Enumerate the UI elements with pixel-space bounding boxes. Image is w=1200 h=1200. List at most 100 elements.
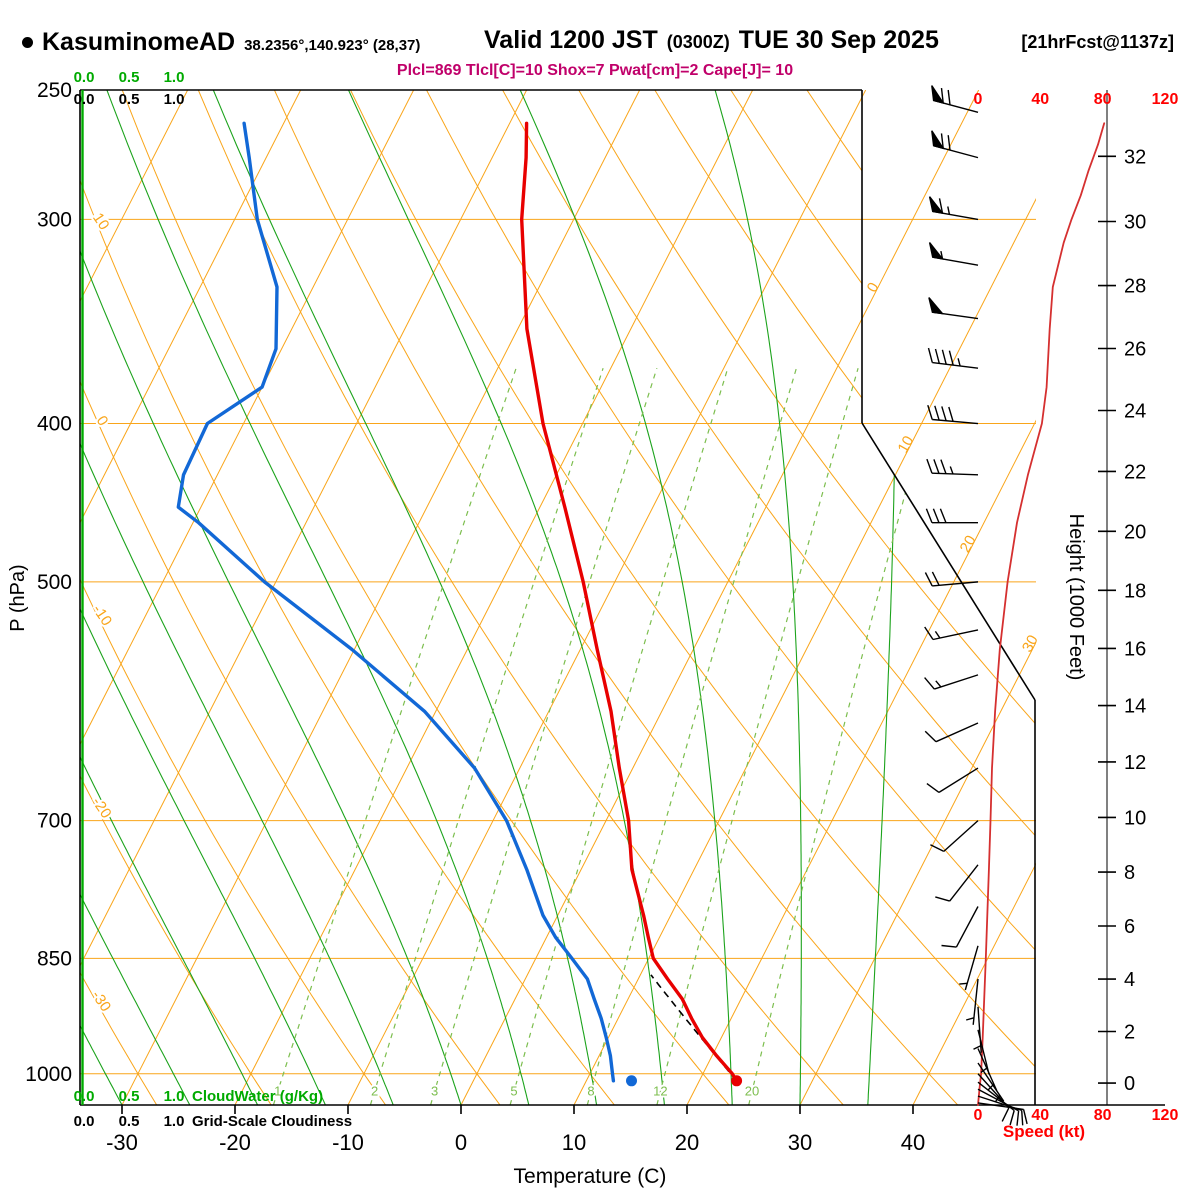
wind-barb-full	[947, 89, 951, 105]
speed-tick-label: 80	[1094, 91, 1112, 108]
height-tick-label: 20	[1124, 521, 1146, 543]
height-tick-label: 18	[1124, 580, 1146, 602]
wind-barb-staff	[955, 906, 979, 948]
cloudwater-scale-top: 1.0	[164, 69, 185, 86]
speed-tick-label: 0	[974, 91, 983, 108]
pressure-tick-label: 400	[37, 413, 72, 436]
temperature-tick-label: 40	[901, 1130, 925, 1155]
height-tick-label: 2	[1124, 1022, 1135, 1044]
forecast-lead-tag: [21hrFcst@1137z]	[1021, 32, 1174, 52]
wind-barb-full	[940, 459, 947, 474]
wind-barb-half	[959, 982, 968, 985]
wind-barb-full	[924, 730, 937, 743]
height-tick-label: 30	[1124, 212, 1146, 234]
wind-barb-staff	[977, 1062, 1005, 1102]
wind-barb-full	[934, 348, 940, 364]
isotherm-label: 20	[957, 533, 980, 556]
wind-barb-half	[973, 1045, 982, 1050]
wind-barb-full	[948, 406, 954, 422]
wind-barb-staff	[964, 945, 979, 991]
pressure-tick-label: 1000	[25, 1063, 72, 1086]
wind-barb-full	[926, 783, 940, 793]
wind-barb-staff	[977, 1102, 1024, 1111]
cloudiness-scale-top: 1.0	[164, 91, 185, 108]
wind-barb-full	[1022, 1109, 1028, 1125]
wind-barb-half	[957, 358, 961, 367]
wind-barb-full	[924, 626, 934, 640]
height-tick-label: 6	[1124, 916, 1135, 938]
height-tick-label: 22	[1124, 461, 1146, 483]
height-tick-label: 26	[1124, 339, 1146, 361]
wind-barb-full	[930, 844, 945, 853]
wind-barb-pennant	[931, 85, 945, 105]
temperature-tick-label: -10	[332, 1130, 364, 1155]
temperature-tick-label: -20	[219, 1130, 251, 1155]
pressure-tick-label: 850	[37, 947, 72, 970]
pressure-tick-label: 700	[37, 810, 72, 833]
temperature-tick-label: -30	[106, 1130, 138, 1155]
pressure-axis-title: P (hPa)	[7, 564, 29, 631]
cloudiness-scale-top: 0.0	[74, 91, 95, 108]
cloudiness-scale-bottom: 0.5	[119, 1113, 140, 1130]
wind-barb-staff	[932, 581, 979, 587]
speed-axis-title: Speed (kt)	[1003, 1122, 1085, 1141]
isotherm-label: 30	[1019, 632, 1042, 655]
wind-barb-full	[1021, 1110, 1024, 1126]
mixing-ratio-label: 20	[745, 1083, 759, 1098]
wind-barb-pennant	[928, 297, 945, 315]
speed-tick-label: 0	[974, 1107, 983, 1124]
wind-barb-full	[939, 508, 947, 523]
wind-barb-half	[934, 631, 941, 639]
wind-barb-full	[933, 459, 940, 474]
dry-adiabat-label: 0	[93, 413, 112, 429]
isotherms	[80, 90, 1036, 1105]
station-header: KasuminomeAD 38.2356°,140.923° (28,37)	[22, 28, 420, 57]
stability-indices: Plcl=869 Tlcl[C]=10 Shox=7 Pwat[cm]=2 Ca…	[396, 62, 794, 79]
valid-time-header: Valid 1200 JST (0300Z) TUE 30 Sep 2025	[484, 26, 939, 55]
wind-barb-full	[1016, 1110, 1020, 1126]
surface-temperature-dot	[731, 1075, 743, 1087]
temperature-axis-title: Temperature (C)	[514, 1165, 667, 1188]
valid-date: TUE 30 Sep 2025	[738, 26, 939, 54]
height-tick-label: 0	[1124, 1073, 1135, 1095]
mixing-ratio-label: 5	[510, 1083, 517, 1098]
wind-barbs	[924, 85, 1028, 1126]
temperature-tick-label: 30	[788, 1130, 812, 1155]
wind-barb-pennant	[928, 196, 945, 215]
plot-frame	[79, 89, 1165, 1106]
station-dot-icon	[22, 37, 33, 48]
dry-adiabat-label: -20	[88, 794, 114, 821]
temperature-curve	[520, 121, 739, 1083]
cloudwater-scale-label: CloudWater (g/Kg)	[192, 1088, 323, 1105]
mixing-ratio-label: 3	[431, 1083, 438, 1098]
wind-barb-full	[940, 88, 944, 104]
mixing-ratio-label: 12	[653, 1083, 667, 1098]
wind-barb-pennant	[928, 242, 945, 260]
height-tick-label: 14	[1124, 696, 1146, 718]
wind-barb-full	[931, 571, 940, 586]
wind-barb-staff	[934, 674, 979, 690]
wind-barb-full	[924, 572, 933, 587]
temperature-tick-label: 0	[455, 1130, 467, 1155]
height-tick-label: 32	[1124, 146, 1146, 168]
speed-tick-label: 40	[1031, 91, 1049, 108]
wind-barb-full	[947, 135, 951, 151]
isotherm-label: 0	[864, 280, 883, 296]
wind-barb-full	[1001, 1107, 1010, 1122]
cloudiness-scale-bottom: 0.0	[74, 1113, 95, 1130]
cloudwater-scale-top: 0.5	[119, 69, 140, 86]
temperature-tick-label: 20	[675, 1130, 699, 1155]
wind-barb-full	[927, 347, 933, 363]
wind-barb-staff	[932, 361, 979, 369]
wind-barb-staff	[977, 1006, 982, 1053]
isobar-lines	[80, 218, 1036, 1075]
parcel-trace	[650, 974, 738, 1082]
cloud-scales: 0.0 0.0 0.0 0.0 0.5 0.5 0.5 0.5 1.0 1.0 1.0 1.0 Clou…	[74, 69, 352, 1130]
wind-barb-staff	[972, 978, 979, 1025]
speed-tick-label: 40	[1031, 1107, 1049, 1124]
valid-time-utc: (0300Z)	[666, 32, 730, 52]
height-tick-label: 28	[1124, 276, 1146, 298]
